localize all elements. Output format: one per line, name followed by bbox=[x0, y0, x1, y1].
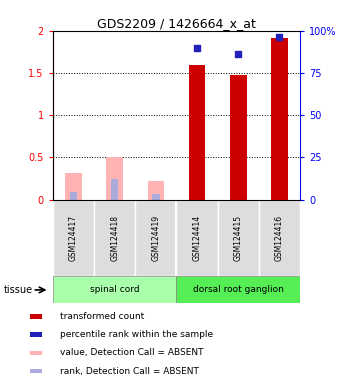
Text: percentile rank within the sample: percentile rank within the sample bbox=[60, 330, 213, 339]
Bar bbox=[135, 200, 177, 276]
Point bbox=[277, 35, 282, 41]
Bar bbox=[148, 181, 164, 200]
Text: GSM124417: GSM124417 bbox=[69, 215, 78, 261]
Bar bbox=[152, 194, 160, 200]
Text: rank, Detection Call = ABSENT: rank, Detection Call = ABSENT bbox=[60, 367, 199, 376]
Bar bbox=[30, 314, 42, 318]
Bar bbox=[177, 276, 300, 303]
Bar bbox=[94, 200, 135, 276]
Bar bbox=[30, 351, 42, 355]
Bar bbox=[106, 157, 123, 200]
Title: GDS2209 / 1426664_x_at: GDS2209 / 1426664_x_at bbox=[97, 17, 256, 30]
Bar bbox=[65, 173, 82, 200]
Bar bbox=[177, 200, 218, 276]
Bar bbox=[53, 200, 94, 276]
Text: spinal cord: spinal cord bbox=[90, 285, 139, 295]
Point bbox=[236, 51, 241, 58]
Bar bbox=[218, 200, 259, 276]
Bar bbox=[271, 38, 288, 200]
Bar bbox=[53, 276, 177, 303]
Point bbox=[194, 45, 200, 51]
Text: transformed count: transformed count bbox=[60, 312, 144, 321]
Bar bbox=[230, 76, 247, 200]
Bar bbox=[111, 179, 118, 200]
Text: GSM124419: GSM124419 bbox=[151, 215, 160, 261]
Bar bbox=[189, 65, 205, 200]
Text: GSM124418: GSM124418 bbox=[110, 215, 119, 261]
Text: GSM124416: GSM124416 bbox=[275, 215, 284, 261]
Text: GSM124415: GSM124415 bbox=[234, 215, 243, 261]
Text: value, Detection Call = ABSENT: value, Detection Call = ABSENT bbox=[60, 348, 203, 357]
Bar bbox=[30, 369, 42, 373]
Text: tissue: tissue bbox=[3, 285, 32, 295]
Text: dorsal root ganglion: dorsal root ganglion bbox=[193, 285, 284, 295]
Bar bbox=[70, 192, 77, 200]
Text: GSM124414: GSM124414 bbox=[193, 215, 202, 261]
Bar bbox=[30, 333, 42, 337]
Bar bbox=[259, 200, 300, 276]
